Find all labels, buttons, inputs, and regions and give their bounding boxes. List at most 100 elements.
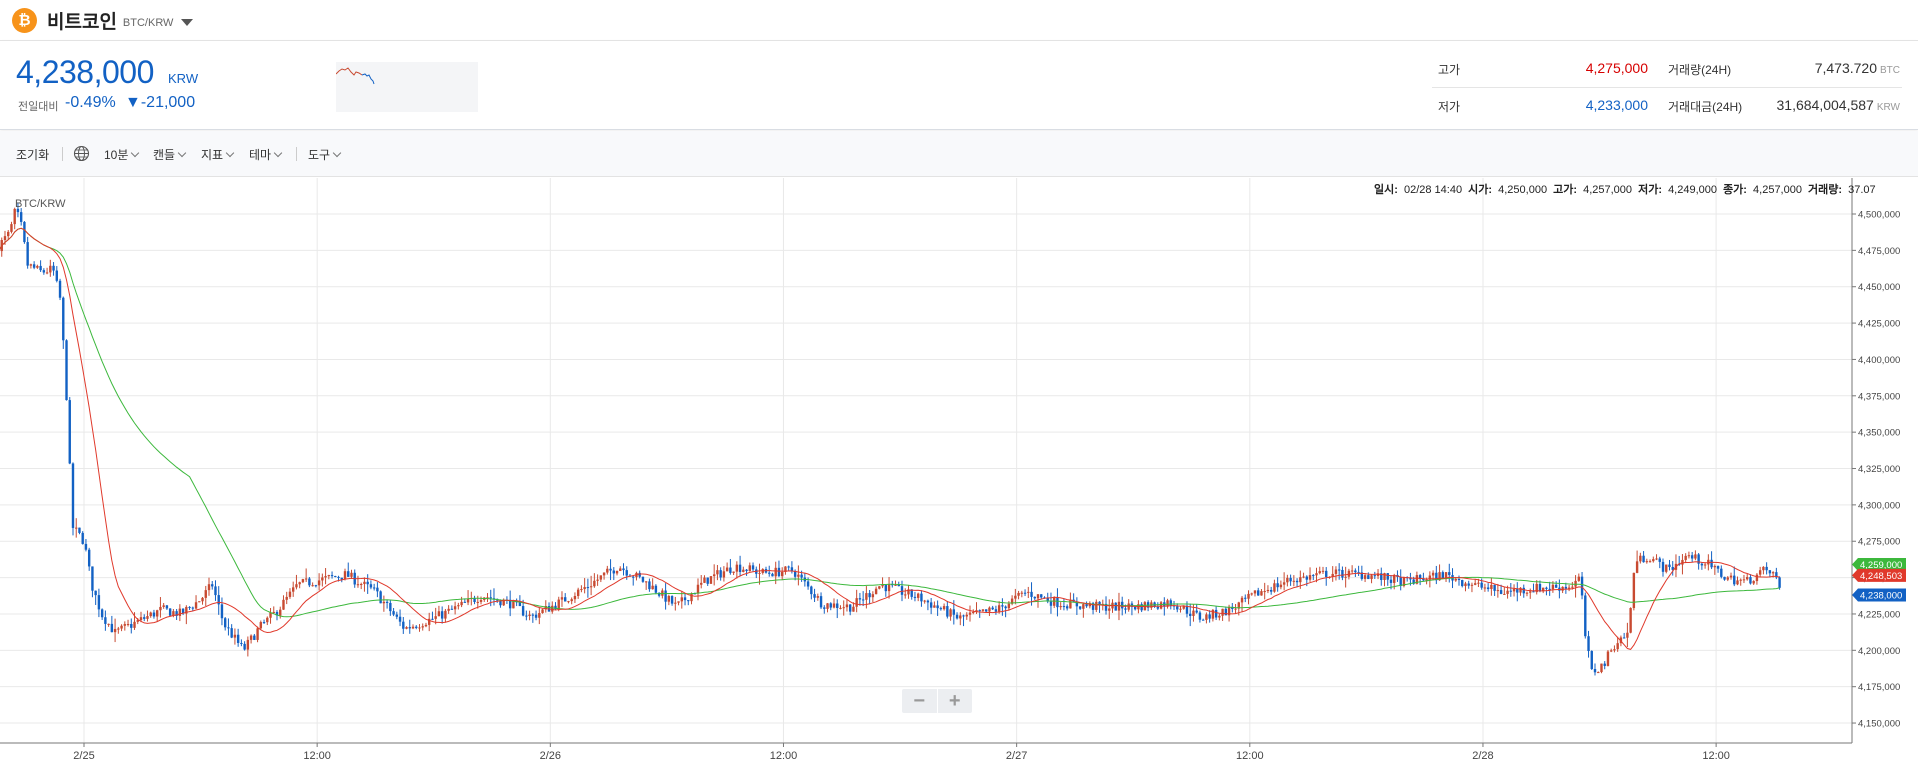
candle-body [1253,590,1257,594]
candle-body [1535,583,1538,593]
y-tick-label: 4,150,000 [1858,719,1900,730]
info-low: 4,249,000 [1668,184,1717,196]
candle-body [599,575,603,580]
candle-body [609,568,612,571]
tools-dropdown[interactable]: 도구 [308,146,342,163]
candle-body [347,571,350,577]
candle-body [1425,579,1428,581]
candle-body [1156,606,1160,609]
candle-body [223,618,227,628]
globe-button[interactable] [73,145,90,162]
candle-body [1577,576,1581,581]
candle-body [1444,572,1448,579]
candle-body [1240,597,1244,603]
candle-body [1218,615,1221,618]
candles [0,203,1781,676]
candle-body [220,604,224,619]
candle-body [952,609,956,615]
grid [0,178,1852,743]
candle-body [1778,577,1781,588]
candle-body [1053,597,1056,606]
candle-body [1461,580,1464,587]
candle-body [376,587,379,592]
candle-body [541,609,544,614]
candle-body [473,598,476,603]
chart-svg[interactable]: 4,500,000 4,475,000 4,450,000 4,425,000 4,40… [0,178,1918,769]
y-tick-label: 4,200,000 [1858,646,1900,657]
candle-body [421,626,424,628]
candle-body [1354,570,1357,573]
candle-body [1334,569,1338,574]
candle-body [272,611,275,613]
candle-body [62,297,65,341]
candle-body [1383,573,1386,580]
chart-type-dropdown[interactable]: 캔들 [153,146,187,163]
candle-body [1376,573,1380,577]
theme-dropdown[interactable]: 테마 [249,146,283,163]
candle-body [172,611,175,616]
candle-body [1655,558,1658,560]
candle-body [1435,572,1438,581]
candle-body [823,607,826,609]
change-label: 전일대비 [18,101,59,113]
candle-body [385,601,389,603]
candle-body [1580,576,1584,596]
zoom-in-button[interactable]: + [948,689,961,712]
candle-body [729,567,732,573]
price-tag-label: 4,248,503 [1860,571,1902,582]
change-percent: -0.49% [65,94,116,111]
candle-body [959,615,962,619]
candle-body [521,606,525,616]
candle-body [1205,614,1208,620]
low-label: 저가 [1438,100,1461,114]
price-tag [1852,568,1906,582]
candle-body [68,400,71,464]
info-high-label: 고가: [1553,182,1577,196]
candle-body [1700,563,1704,566]
indicator-dropdown[interactable]: 지표 [201,146,235,163]
pair-dropdown-icon[interactable] [181,18,194,26]
candle-body [1357,572,1360,574]
candle-body [1512,589,1516,592]
zoom-divider [936,689,938,713]
candle-body [1312,575,1315,577]
candle-body [829,603,832,608]
current-price-unit: KRW [168,71,199,86]
candle-body [1059,606,1062,608]
info-close: 4,257,000 [1753,184,1802,196]
candle-body [214,586,217,596]
candle-body [1127,603,1130,610]
axes: 4,500,000 4,475,000 4,450,000 4,425,000 4,40… [0,178,1900,762]
mini-chart-line-up [335,67,363,76]
candle-body [800,574,803,578]
candle-body [1499,590,1503,594]
candle-body [580,589,583,591]
candle-body [518,602,522,607]
candle-body [201,597,204,602]
candle-body [687,600,690,602]
candle-body [1273,583,1276,592]
reset-label: 조기화 [16,148,50,162]
chevron-down-icon [131,148,140,158]
globe-icon [73,145,90,162]
candle-body [243,643,246,650]
theme-label: 테마 [249,148,272,162]
volume-unit: BTC [1880,65,1900,76]
candle-body [596,579,599,581]
candle-body [836,603,839,609]
zoom-out-button[interactable]: − [913,689,926,712]
candle-body [1548,588,1551,590]
candle-body [334,576,337,578]
candle-body [1321,570,1325,572]
toolbar-divider [296,147,297,161]
candle-body [1208,614,1211,619]
amount-label: 거래대금(24H) [1668,100,1743,114]
candle-body [1040,594,1043,598]
reset-button[interactable]: 조기화 [16,146,49,163]
zoom-controls: − + [902,689,972,713]
price-chart[interactable]: 4,500,000 4,475,000 4,450,000 4,425,000 4,40… [0,178,1918,769]
candle-body [677,601,680,603]
candle-body [1593,669,1597,673]
interval-dropdown[interactable]: 10분 [104,146,140,163]
candle-body [175,611,178,616]
